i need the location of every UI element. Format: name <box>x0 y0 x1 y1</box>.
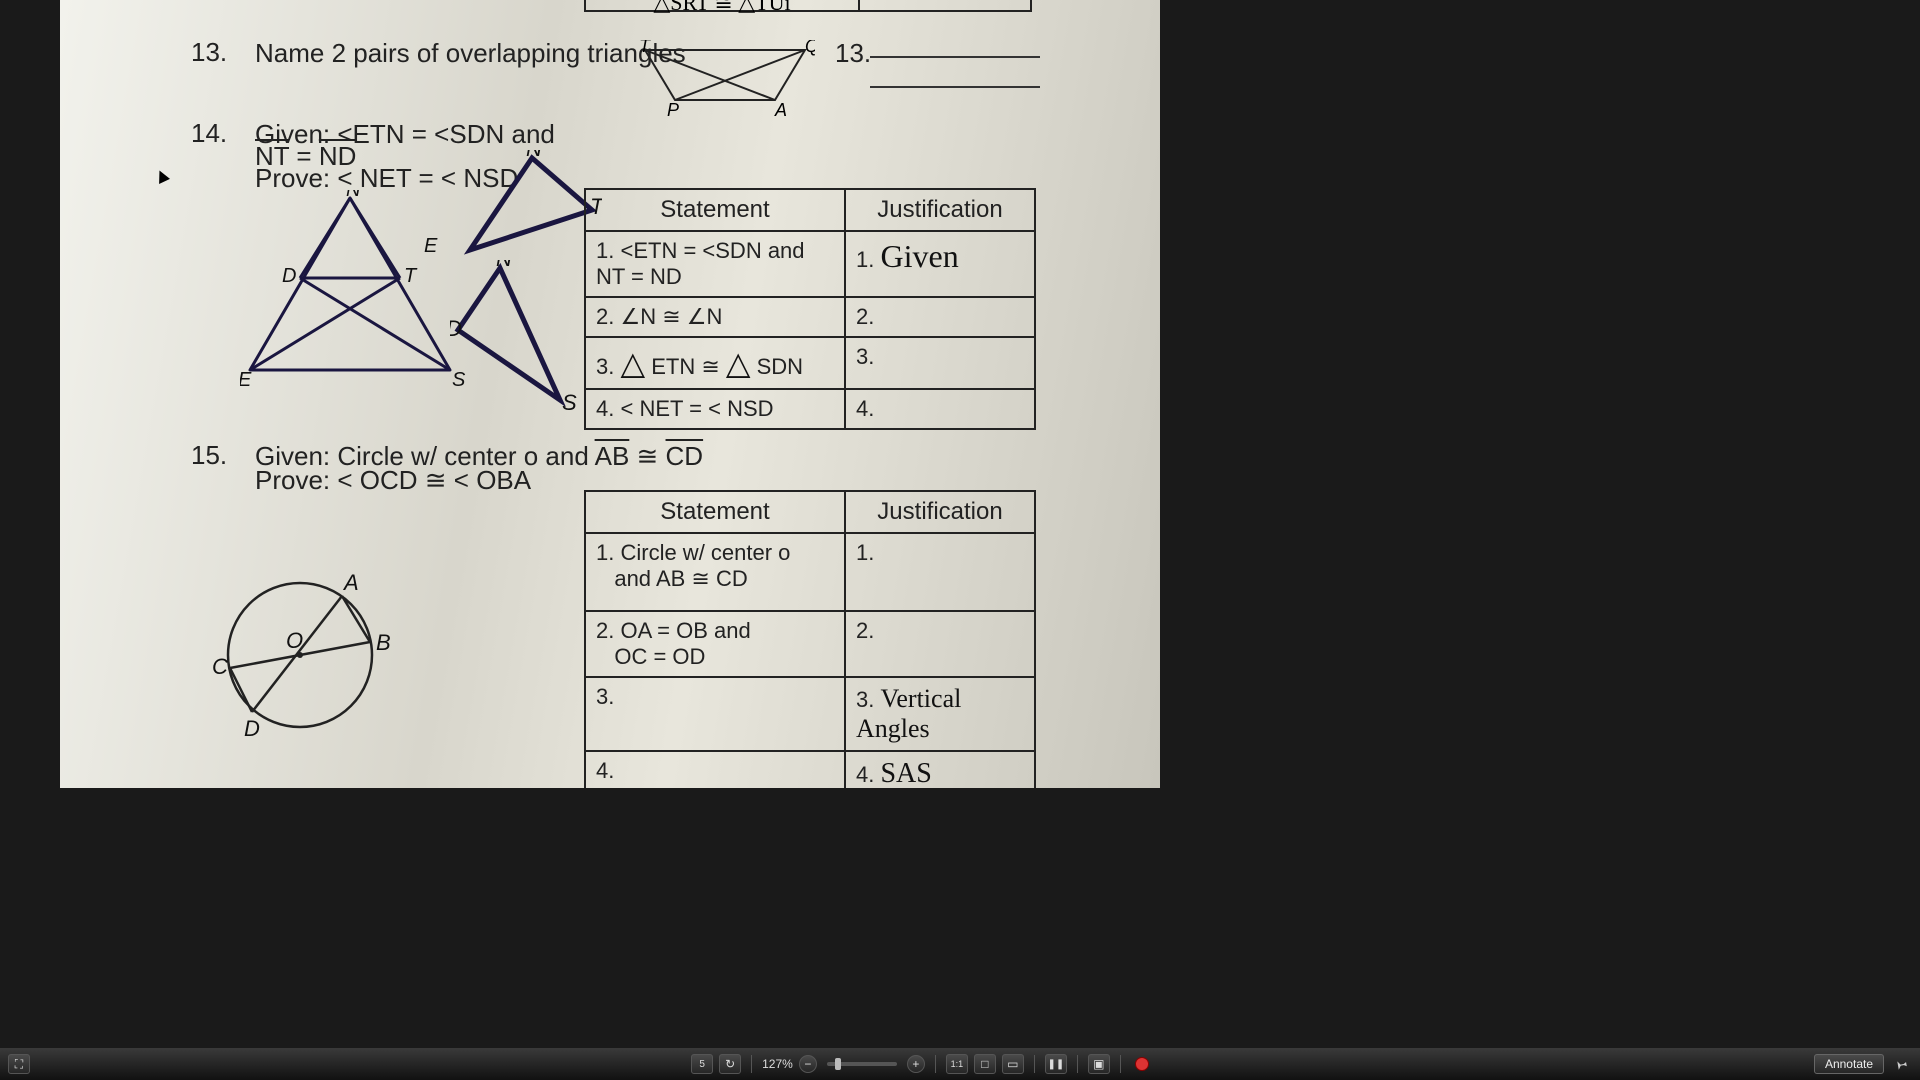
svg-text:B: B <box>376 630 391 655</box>
svg-text:O: O <box>286 628 303 653</box>
svg-text:A: A <box>342 570 359 595</box>
svg-text:E: E <box>424 235 438 257</box>
svg-text:A: A <box>774 100 787 120</box>
table-row: 3. <box>845 337 1035 389</box>
problem-13-text: Name 2 pairs of overlapping triangles <box>255 37 686 70</box>
problem-13-answer-label: 13. <box>835 37 871 70</box>
problem-14-diagram-aux1: NT <box>462 150 602 270</box>
svg-text:N: N <box>496 260 512 271</box>
problem-13-diagram: T Q P A <box>635 40 815 120</box>
problem-14-diagram-main: N E S D T E <box>240 190 470 390</box>
svg-text:S: S <box>562 390 577 410</box>
forward-5s-button[interactable]: ↻ <box>719 1054 741 1074</box>
fullscreen-button[interactable]: ⛶ <box>8 1054 30 1074</box>
top-table-fragment: △SRT ≅ △TUi <box>584 0 1032 12</box>
table-row: 1. Circle w/ center o and AB ≅ CD <box>585 533 845 611</box>
table-row: 1. Given <box>845 231 1035 297</box>
problem-14-number: 14. <box>191 118 227 149</box>
svg-text:D: D <box>282 265 296 287</box>
record-button[interactable] <box>1131 1054 1153 1074</box>
table-row: 2. ∠N ≅ ∠N <box>585 297 845 337</box>
table-row: 1. <box>845 533 1035 611</box>
table-row: 4. <box>585 751 845 788</box>
worksheet-paper: △SRT ≅ △TUi 13. Name 2 pairs of overlapp… <box>60 0 1160 788</box>
table-header-justification: Justification <box>845 189 1035 231</box>
table-row: 3. △ ETN ≅ △ SDN <box>585 337 845 389</box>
svg-text:D: D <box>244 716 260 741</box>
table-row: 2. OA = OB and OC = OD <box>585 611 845 677</box>
svg-text:Q: Q <box>805 40 815 56</box>
svg-text:P: P <box>667 100 679 120</box>
zoom-out-button[interactable]: − <box>799 1055 817 1073</box>
problem-15-number: 15. <box>191 440 227 471</box>
problem-14-diagram-aux2: N D S <box>450 260 580 410</box>
table-row: 3. Vertical Angles <box>845 677 1035 751</box>
svg-text:D: D <box>450 316 462 341</box>
pin-toolbar-button[interactable] <box>1890 1054 1912 1074</box>
table-row: 4. SAS <box>845 751 1035 788</box>
problem-14-proof-table: Statement Justification 1. <ETN = <SDN a… <box>584 188 1036 430</box>
fit-window-button[interactable]: □ <box>974 1054 996 1074</box>
svg-text:T: T <box>404 265 418 287</box>
presenter-toolbar: ⛶ 5 ↻ 127% − + 1:1 □ ▭ ❚❚ ▣ Annotate <box>0 1048 1920 1080</box>
problem-15-prove: Prove: < OCD ≅ < OBA <box>255 464 531 497</box>
table-header-statement: Statement <box>585 189 845 231</box>
pin-icon <box>1888 1051 1913 1076</box>
zoom-in-button[interactable]: + <box>907 1055 925 1073</box>
fit-width-button[interactable]: ▭ <box>1002 1054 1024 1074</box>
svg-text:N: N <box>346 190 361 201</box>
zoom-slider[interactable] <box>827 1062 897 1066</box>
table-row: 4. <box>845 389 1035 429</box>
table-row: 2. <box>845 297 1035 337</box>
zoom-level-text: 127% <box>762 1057 793 1071</box>
table-row: 2. <box>845 611 1035 677</box>
table-header-justification: Justification <box>845 491 1035 533</box>
svg-text:C: C <box>212 654 228 679</box>
problem-13-number: 13. <box>191 37 227 68</box>
back-5s-button[interactable]: 5 <box>691 1054 713 1074</box>
pause-button[interactable]: ❚❚ <box>1045 1054 1067 1074</box>
top-fragment-text: △SRT ≅ △TUi <box>586 0 860 10</box>
problem-15-proof-table: Statement Justification 1. Circle w/ cen… <box>584 490 1036 788</box>
table-row: 3. <box>585 677 845 751</box>
svg-text:N: N <box>526 150 542 161</box>
table-row: 4. < NET = < NSD <box>585 389 845 429</box>
svg-text:T: T <box>639 40 652 56</box>
display-mode-button[interactable]: ▣ <box>1088 1054 1110 1074</box>
problem-13-answer-lines <box>870 56 1040 116</box>
table-row: 1. <ETN = <SDN and NT = ND <box>585 231 845 297</box>
table-header-statement: Statement <box>585 491 845 533</box>
svg-text:E: E <box>240 369 252 390</box>
problem-15-diagram: A B C D O <box>200 560 400 760</box>
fit-actual-button[interactable]: 1:1 <box>946 1054 968 1074</box>
annotate-button[interactable]: Annotate <box>1814 1054 1884 1074</box>
